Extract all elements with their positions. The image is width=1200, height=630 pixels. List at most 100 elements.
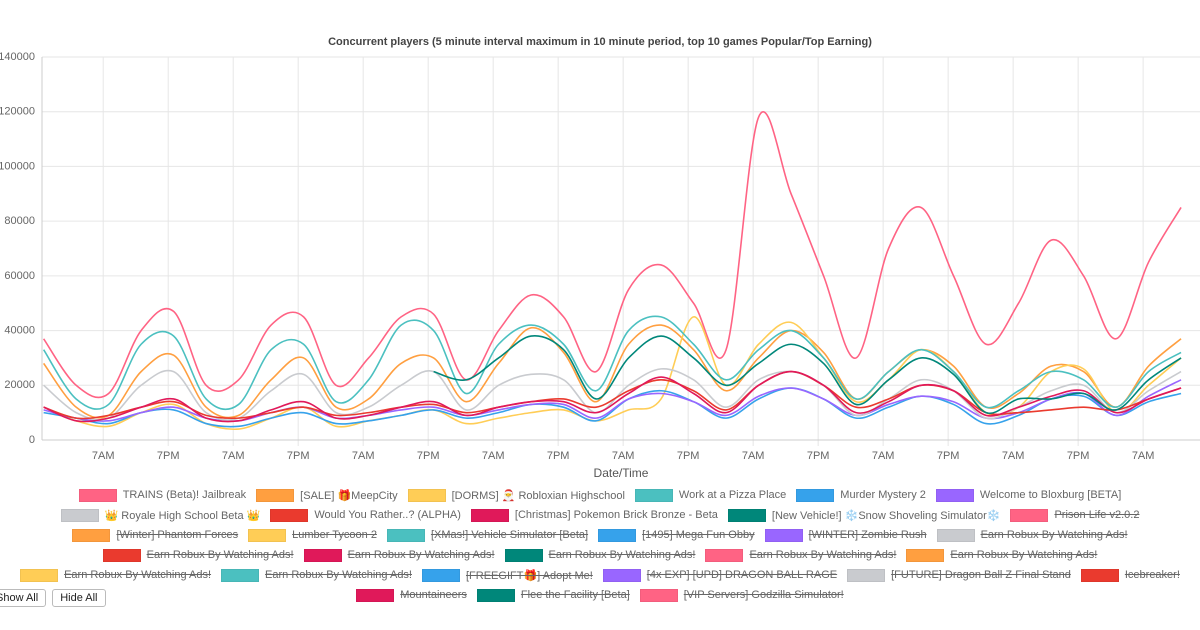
legend-item[interactable]: Murder Mystery 2 bbox=[796, 488, 926, 502]
series-line bbox=[42, 315, 1182, 411]
legend-label: [FUTURE] Dragon Ball Z Final Stand bbox=[891, 569, 1071, 581]
y-tick-label: 20000 bbox=[4, 379, 35, 391]
legend-item[interactable]: 👑 Royale High School Beta 👑 bbox=[60, 508, 260, 522]
y-tick-label: 80000 bbox=[4, 215, 35, 227]
legend-item[interactable]: Earn Robux By Watching Ads! bbox=[504, 548, 696, 562]
show-all-button[interactable]: Show All bbox=[0, 589, 47, 607]
legend-swatch bbox=[598, 528, 637, 542]
legend-label: [VIP Servers] Godzilla Simulator! bbox=[683, 589, 844, 601]
chart: Concurrent players (5 minute interval ma… bbox=[0, 36, 1200, 480]
x-tick-label: 7PM bbox=[807, 450, 830, 462]
legend-label: [1495] Mega Fun Obby bbox=[642, 529, 755, 541]
legend-swatch bbox=[303, 548, 342, 562]
legend-item[interactable]: Prison Life v2.0.2 bbox=[1010, 508, 1139, 522]
chart-title: Concurrent players (5 minute interval ma… bbox=[328, 36, 872, 48]
legend-item[interactable]: [4x EXP] [UPD] DRAGON BALL RAGE bbox=[602, 568, 837, 582]
legend-item[interactable]: Flee the Facility [Beta] bbox=[476, 588, 630, 602]
legend-item[interactable]: [SALE] 🎁MeepCity bbox=[256, 488, 398, 502]
legend-item[interactable]: [Winter] Phantom Forces bbox=[72, 528, 238, 542]
legend-swatch bbox=[936, 528, 975, 542]
legend-item[interactable]: [FUTURE] Dragon Ball Z Final Stand bbox=[847, 568, 1071, 582]
x-tick-label: 7AM bbox=[1002, 450, 1025, 462]
legend-swatch bbox=[78, 488, 117, 502]
legend-swatch bbox=[422, 568, 460, 582]
legend-item[interactable]: Earn Robux By Watching Ads! bbox=[20, 568, 211, 582]
legend-label: Earn Robux By Watching Ads! bbox=[950, 549, 1098, 561]
legend-item[interactable]: Earn Robux By Watching Ads! bbox=[102, 548, 294, 562]
legend-item[interactable]: [VIP Servers] Godzilla Simulator! bbox=[639, 588, 844, 602]
legend-label: [SALE] 🎁MeepCity bbox=[300, 489, 398, 502]
legend-swatch bbox=[504, 548, 543, 562]
legend-swatch bbox=[102, 548, 141, 562]
legend-label: Earn Robux By Watching Ads! bbox=[146, 549, 294, 561]
legend-label: Would You Rather..? (ALPHA) bbox=[314, 509, 461, 521]
legend-label: Flee the Facility [Beta] bbox=[520, 589, 630, 601]
legend-label: TRAINS (Beta)! Jailbreak bbox=[122, 489, 247, 501]
x-tick-label: 7PM bbox=[1067, 450, 1090, 462]
x-tick-label: 7AM bbox=[1132, 450, 1155, 462]
legend-swatch bbox=[796, 488, 835, 502]
y-tick-label: 60000 bbox=[4, 270, 35, 282]
legend-label: Icebreaker! bbox=[1124, 569, 1180, 581]
x-tick-label: 7PM bbox=[547, 450, 570, 462]
legend-label: [XMas!] Vehicle Simulator [Beta] bbox=[430, 529, 589, 541]
legend-item[interactable]: [DORMS] 🎅 Robloxian Highschool bbox=[407, 488, 625, 502]
legend-item[interactable]: [Christmas] Pokemon Brick Bronze - Beta bbox=[470, 508, 718, 522]
legend-item[interactable]: Lumber Tycoon 2 bbox=[248, 528, 377, 542]
legend-swatch bbox=[705, 548, 744, 562]
legend-swatch bbox=[639, 588, 678, 602]
legend-item[interactable]: [FREEGIFT🎁] Adopt Me! bbox=[422, 568, 593, 582]
y-tick-label: 120000 bbox=[0, 106, 35, 118]
legend-swatch bbox=[356, 588, 395, 602]
legend-swatch bbox=[221, 568, 260, 582]
legend-label: Murder Mystery 2 bbox=[840, 489, 926, 501]
legend-label: Earn Robux By Watching Ads! bbox=[64, 569, 212, 581]
x-tick-label: 7PM bbox=[417, 450, 440, 462]
legend-swatch bbox=[407, 488, 446, 502]
legend-item[interactable]: Earn Robux By Watching Ads! bbox=[705, 548, 896, 562]
series-line bbox=[43, 387, 1182, 428]
legend-label: [New Vehicle!] ❄️Snow Shoveling Simulato… bbox=[771, 509, 1001, 522]
legend-swatch bbox=[470, 508, 509, 522]
legend-item[interactable]: Earn Robux By Watching Ads! bbox=[906, 548, 1097, 562]
legend-swatch bbox=[476, 588, 515, 602]
legend-swatch bbox=[20, 568, 59, 582]
legend-item[interactable]: [1495] Mega Fun Obby bbox=[598, 528, 755, 542]
legend-swatch bbox=[256, 488, 295, 502]
legend-swatch bbox=[270, 508, 309, 522]
legend-item[interactable]: Earn Robux By Watching Ads! bbox=[303, 548, 495, 562]
legend-swatch bbox=[634, 488, 673, 502]
legend-swatch bbox=[935, 488, 974, 502]
legend-swatch bbox=[386, 528, 425, 542]
legend-item[interactable]: [XMas!] Vehicle Simulator [Beta] bbox=[386, 528, 589, 542]
legend-label: [Christmas] Pokemon Brick Bronze - Beta bbox=[514, 509, 718, 521]
legend-swatch bbox=[906, 548, 945, 562]
legend-label: Mountaineers bbox=[400, 589, 467, 601]
y-tick-label: 40000 bbox=[4, 324, 35, 336]
legend-swatch bbox=[847, 568, 886, 582]
legend-label: Earn Robux By Watching Ads! bbox=[548, 549, 696, 561]
legend-item[interactable]: Icebreaker! bbox=[1080, 568, 1180, 582]
legend-item[interactable]: Would You Rather..? (ALPHA) bbox=[270, 508, 461, 522]
legend-item[interactable]: TRAINS (Beta)! Jailbreak bbox=[78, 488, 247, 502]
legend-item[interactable]: Mountaineers bbox=[356, 588, 467, 602]
legend-label: Earn Robux By Watching Ads! bbox=[980, 529, 1128, 541]
hide-all-button[interactable]: Hide All bbox=[52, 589, 106, 607]
legend-label: Earn Robux By Watching Ads! bbox=[265, 569, 412, 581]
legend-swatch bbox=[602, 568, 641, 582]
legend-label: [WINTER] Zombie Rush bbox=[808, 529, 927, 541]
legend-label: Earn Robux By Watching Ads! bbox=[749, 549, 897, 561]
button-bar: Show All Hide All bbox=[0, 589, 106, 607]
x-axis-label: Date/Time bbox=[594, 466, 649, 480]
legend-item[interactable]: Earn Robux By Watching Ads! bbox=[936, 528, 1128, 542]
legend-item[interactable]: Work at a Pizza Place bbox=[634, 488, 787, 502]
legend-item[interactable]: [New Vehicle!] ❄️Snow Shoveling Simulato… bbox=[727, 508, 1001, 522]
legend-item[interactable]: [WINTER] Zombie Rush bbox=[764, 528, 927, 542]
legend-label: Work at a Pizza Place bbox=[678, 489, 787, 501]
legend-swatch bbox=[764, 528, 803, 542]
legend-item[interactable]: Welcome to Bloxburg [BETA] bbox=[935, 488, 1121, 502]
legend-label: [FREEGIFT🎁] Adopt Me! bbox=[466, 569, 593, 582]
x-tick-label: 7AM bbox=[612, 450, 635, 462]
legend-item[interactable]: Earn Robux By Watching Ads! bbox=[221, 568, 412, 582]
